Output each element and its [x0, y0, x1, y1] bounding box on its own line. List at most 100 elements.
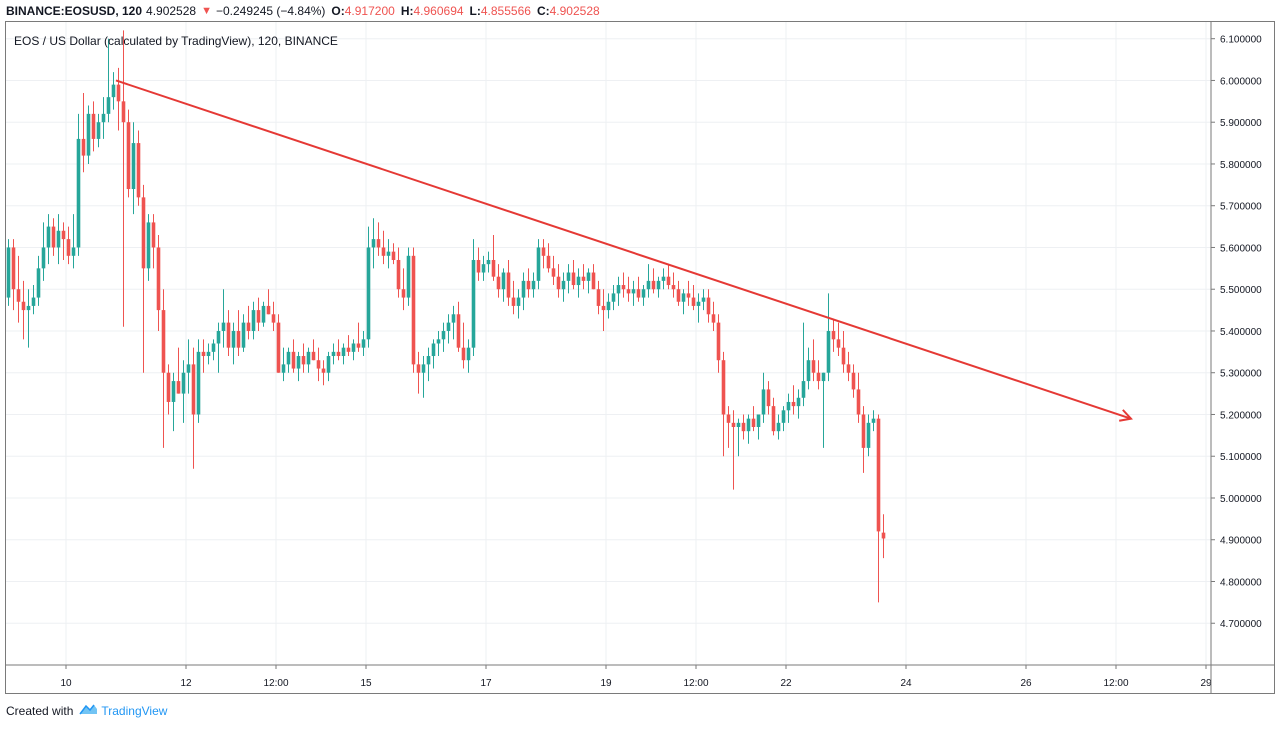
candle-body: [516, 297, 521, 306]
candle-body: [571, 272, 576, 286]
candle-body: [761, 389, 766, 415]
candle-body: [61, 230, 66, 240]
y-tick-label: 4.700000: [1220, 619, 1262, 630]
high-label: H:: [400, 4, 414, 18]
candle-body: [831, 330, 836, 340]
candle-body: [471, 259, 476, 348]
candle-body: [41, 247, 46, 269]
grid-lines: [6, 22, 1211, 665]
open-label: O:: [331, 4, 345, 18]
chart-title: EOS / US Dollar (calculated by TradingVi…: [14, 34, 338, 48]
candle-body: [731, 422, 736, 428]
candle-body: [131, 143, 136, 190]
candle-body: [496, 276, 501, 290]
candle-body: [71, 247, 76, 256]
candle-body: [856, 389, 861, 415]
candle-body: [501, 272, 506, 290]
candle-body: [281, 364, 286, 373]
candle-body: [301, 356, 306, 365]
candle-body: [801, 381, 806, 398]
candle-body: [446, 322, 451, 331]
candle-body: [686, 293, 691, 298]
candle-body: [81, 138, 86, 156]
candle-body: [316, 360, 321, 369]
candle-body: [716, 322, 721, 361]
candle-body: [736, 422, 741, 428]
candle-body: [411, 255, 416, 365]
candle-body: [836, 339, 841, 348]
candle-body: [451, 314, 456, 323]
candle-body: [711, 314, 716, 323]
candle-body: [101, 113, 106, 123]
y-tick-label: 5.200000: [1220, 410, 1262, 421]
high-value: 4.960694: [413, 4, 464, 18]
candle-body: [416, 364, 421, 373]
y-tick-label: 5.100000: [1220, 452, 1262, 463]
candle-body: [421, 364, 426, 373]
candle-body: [721, 360, 726, 415]
x-tick-label: 26: [1020, 678, 1032, 689]
candle-body: [521, 280, 526, 298]
candle-body: [266, 305, 271, 315]
candle-body: [231, 330, 236, 348]
candle-body: [276, 322, 281, 373]
symbol-interval: BINANCE:EOSUSD, 120: [6, 4, 143, 18]
candle-body: [581, 276, 586, 281]
candle-body: [631, 289, 636, 294]
candle-body: [336, 351, 341, 357]
x-tick-label: 22: [780, 678, 792, 689]
trendline-layer: [115, 79, 1133, 422]
candle-body: [661, 276, 666, 281]
candle-body: [741, 422, 746, 432]
candle-body: [106, 97, 111, 114]
trendline: [115, 79, 1132, 420]
candle-body: [796, 397, 801, 407]
chart-frame[interactable]: [5, 21, 1275, 694]
candle-body: [601, 305, 606, 311]
x-tick-label: 29: [1200, 678, 1212, 689]
candle-body: [811, 360, 816, 373]
candle-body: [386, 251, 391, 256]
candle-body: [576, 276, 581, 286]
candle-body: [21, 301, 26, 311]
candle-body: [126, 122, 131, 190]
candle-body: [216, 330, 221, 344]
last-price: 4.902528: [146, 4, 197, 18]
candle-body: [606, 301, 611, 311]
tradingview-cloud-icon: [78, 703, 98, 718]
candle-body: [511, 297, 516, 306]
candle-body: [861, 414, 866, 448]
y-tick-label: 5.400000: [1220, 327, 1262, 338]
candle-body: [116, 84, 121, 102]
candle-body: [136, 143, 141, 198]
candle-body: [701, 297, 706, 302]
candle-body: [851, 372, 856, 390]
candle-body: [746, 418, 751, 432]
candle-body: [866, 422, 871, 448]
candle-body: [146, 222, 151, 269]
candle-body: [141, 197, 146, 269]
low-value: 4.855566: [480, 4, 531, 18]
candle-body: [651, 280, 656, 290]
candle-body: [391, 251, 396, 260]
y-tick-label: 5.300000: [1220, 369, 1262, 380]
candle-body: [766, 389, 771, 407]
candle-body: [431, 343, 436, 357]
x-tick-label: 15: [360, 678, 372, 689]
candle-body: [201, 351, 206, 357]
candle-body: [66, 239, 71, 256]
candle-body: [456, 314, 461, 348]
x-tick-label: 10: [60, 678, 72, 689]
candle-body: [786, 401, 791, 411]
candle-body: [846, 364, 851, 373]
candle-body: [6, 247, 11, 298]
candle-body: [541, 247, 546, 256]
candles: [6, 30, 886, 603]
candle-body: [561, 280, 566, 290]
candle-body: [226, 322, 231, 348]
tradingview-link[interactable]: TradingView: [101, 703, 168, 718]
candle-body: [351, 343, 356, 352]
candle-body: [346, 347, 351, 352]
x-tick-label: 12:00: [1103, 678, 1128, 689]
